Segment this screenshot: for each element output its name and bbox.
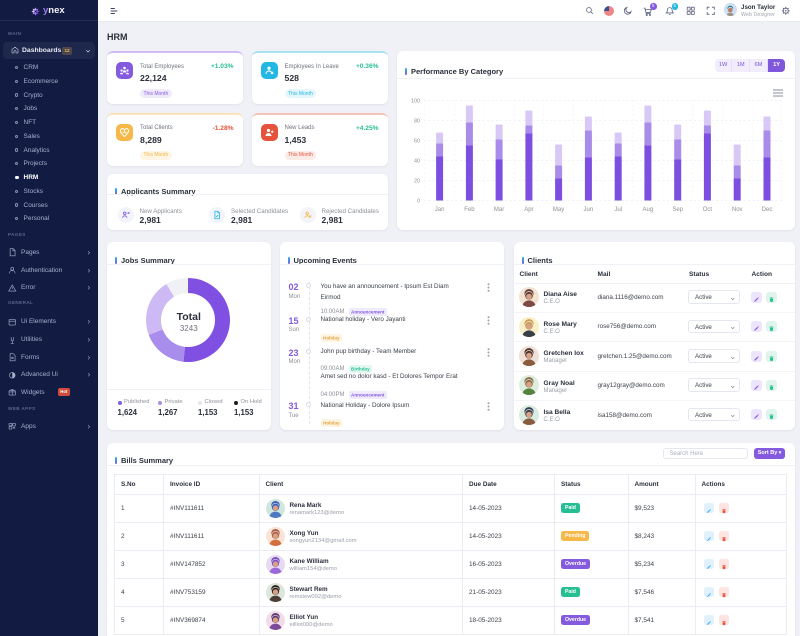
- svg-text:40: 40: [414, 159, 420, 165]
- svg-text:Dec: Dec: [762, 207, 773, 213]
- svg-text:Nov: Nov: [732, 207, 743, 213]
- svg-text:Jul: Jul: [614, 207, 622, 213]
- svg-text:Jan: Jan: [435, 207, 445, 213]
- svg-text:Mar: Mar: [494, 207, 504, 213]
- svg-text:20: 20: [414, 179, 420, 185]
- svg-text:Sep: Sep: [672, 207, 683, 213]
- svg-text:Jun: Jun: [584, 207, 594, 213]
- svg-text:Apr: Apr: [524, 207, 533, 213]
- svg-text:Aug: Aug: [643, 207, 654, 213]
- svg-text:Feb: Feb: [464, 207, 475, 213]
- svg-text:0: 0: [417, 199, 420, 205]
- svg-text:80: 80: [414, 119, 420, 125]
- svg-text:Oct: Oct: [703, 207, 713, 213]
- svg-text:100: 100: [411, 99, 420, 105]
- svg-text:May: May: [553, 207, 564, 213]
- svg-text:60: 60: [414, 139, 420, 145]
